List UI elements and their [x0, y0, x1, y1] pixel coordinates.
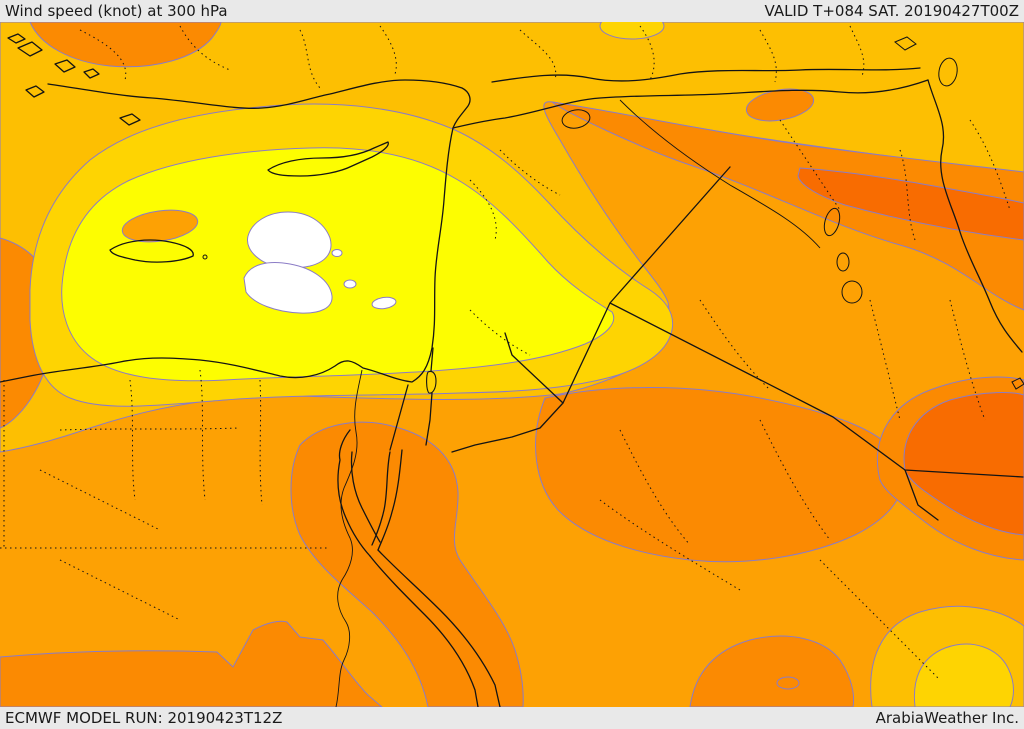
- coastline-turkey-levant-egypt: [0, 79, 471, 383]
- fill-white-dot-1: [331, 249, 343, 257]
- lakes: [561, 36, 1024, 390]
- river-euphrates: [619, 99, 821, 249]
- fill-white-dot-2: [343, 279, 357, 289]
- border-turkey-south: [452, 79, 929, 129]
- border-iran-iraq: [927, 79, 1023, 353]
- border-israel-egypt: [389, 384, 409, 451]
- valid-time: VALID T+084 SAT. 20190427T00Z: [764, 2, 1019, 20]
- fill-jetcore-east: [903, 392, 1024, 536]
- coastlines-and-borders: [0, 33, 1024, 707]
- admin-boundaries-dotted: [0, 25, 1011, 681]
- model-run-label: ECMWF MODEL RUN: 20190423T12Z: [5, 709, 283, 727]
- map-title: Wind speed (knot) at 300 hPa: [5, 2, 228, 20]
- fill-strong-bottom-center: [689, 635, 855, 707]
- border-kuwait: [904, 469, 939, 521]
- fill-white-dot-3: [371, 296, 397, 310]
- coastline-cyprus: [267, 141, 389, 177]
- island-dot: [202, 254, 208, 260]
- aegean-islands: [7, 33, 141, 126]
- coastline-red-sea: [369, 549, 501, 707]
- border-iraq-saudi: [609, 302, 1024, 478]
- border-turkey-caucasus: [491, 67, 921, 83]
- fill-strong-small-oval: [745, 88, 815, 122]
- fill-strong-redsea: [290, 421, 524, 707]
- river-nile: [335, 369, 363, 707]
- fill-strong-jet-band: [550, 101, 1024, 311]
- fill-strong-saudi-blob: [535, 387, 905, 563]
- fill-white-core-upper: [247, 211, 332, 269]
- provider-branding: ArabiaWeather Inc.: [875, 709, 1019, 727]
- border-israel-jordan: [425, 347, 434, 446]
- header-bar: Wind speed (knot) at 300 hPa VALID T+084…: [0, 0, 1024, 22]
- fill-white-core-lower: [243, 262, 333, 314]
- fill-gold-top-patch: [599, 22, 665, 40]
- fill-strong-top-left-blob: [29, 22, 222, 68]
- coastline-gulf-of-aqaba: [371, 449, 403, 551]
- coastline-crete: [109, 239, 194, 263]
- footer-bar: ECMWF MODEL RUN: 20190423T12Z ArabiaWeat…: [0, 707, 1024, 729]
- dead-sea: [426, 370, 437, 394]
- fill-gold-southeast-patch: [913, 643, 1014, 707]
- border-jordan-east: [451, 332, 564, 453]
- fill-jetcore-north: [797, 167, 1024, 241]
- contour-fill-regions: [0, 22, 1024, 707]
- fill-strong-bottom-dot: [776, 676, 800, 690]
- fill-strong-bottom-strip: [0, 620, 383, 707]
